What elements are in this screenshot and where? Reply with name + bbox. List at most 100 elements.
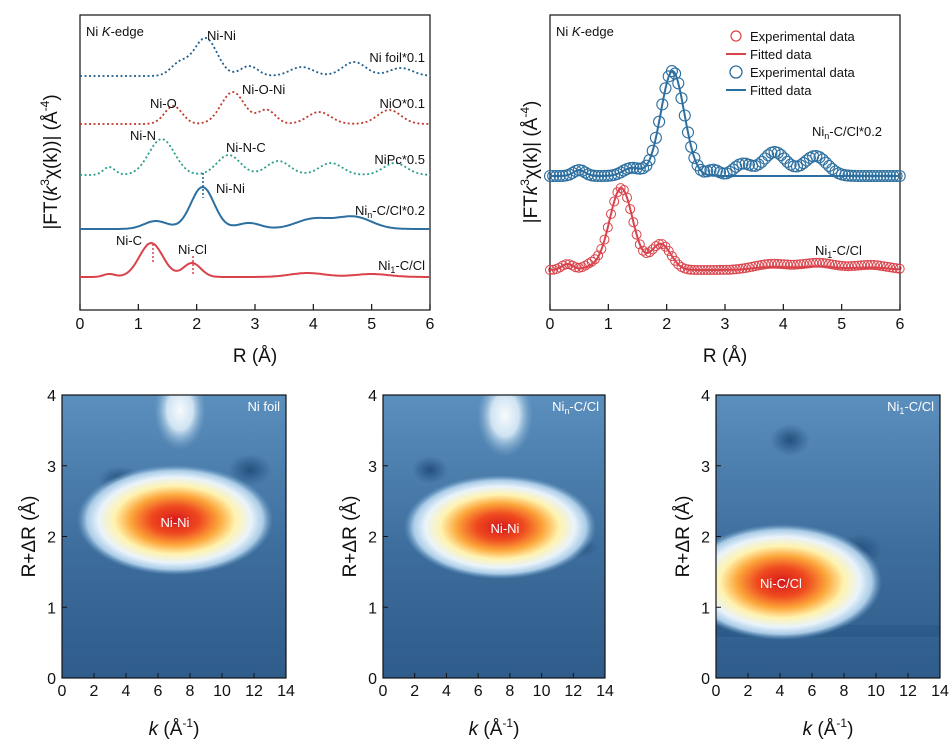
panel-d-xlabel: k (Å-1) bbox=[469, 716, 520, 740]
peak-label-ni-o: Ni-O bbox=[150, 96, 177, 111]
exp-point-ni1 bbox=[827, 259, 838, 270]
panel-e-ytick-label: 0 bbox=[701, 671, 710, 688]
exp-point-ni1 bbox=[894, 263, 905, 274]
panel-d-xtick-label: 0 bbox=[379, 683, 388, 700]
heatmap-c-plume bbox=[154, 395, 206, 450]
panel-a-xtick-label: 1 bbox=[134, 316, 143, 333]
exp-point-nin bbox=[688, 151, 701, 164]
exp-point-ni1 bbox=[602, 222, 613, 233]
exp-point-nin bbox=[874, 169, 887, 183]
exp-point-nin bbox=[656, 98, 669, 111]
panel-c-ytick-label: 1 bbox=[47, 600, 56, 617]
exp-point-nin bbox=[848, 169, 861, 182]
exp-point-nin bbox=[659, 82, 672, 95]
panel-b-xtick-label: 2 bbox=[662, 316, 671, 333]
panel-d-xtick-label: 14 bbox=[596, 683, 614, 700]
legend-marker-exp-red bbox=[730, 30, 742, 42]
exp-point-nin bbox=[576, 164, 589, 177]
exp-point-ni1 bbox=[856, 260, 867, 271]
panel-b-xtick-label: 1 bbox=[604, 316, 613, 333]
exp-point-ni1 bbox=[711, 265, 722, 275]
exp-point-nin bbox=[547, 169, 560, 183]
panel-b-xtick-label: 0 bbox=[546, 316, 555, 333]
panel-b-xtick-label: 4 bbox=[779, 316, 788, 333]
exp-point-ni1 bbox=[663, 246, 674, 256]
exp-point-ni1 bbox=[833, 260, 844, 271]
panel-c-xtick-label: 2 bbox=[90, 683, 99, 700]
exp-point-ni1 bbox=[881, 261, 892, 272]
exp-point-ni1 bbox=[869, 260, 879, 270]
panel-c-ytick-label: 3 bbox=[47, 459, 56, 476]
exp-point-ni1 bbox=[570, 262, 581, 273]
exp-point-ni1 bbox=[708, 265, 719, 275]
panel-d-ytick-label: 3 bbox=[368, 459, 377, 476]
exp-point-nin bbox=[851, 169, 865, 183]
exp-point-nin bbox=[646, 144, 659, 157]
exp-point-nin bbox=[592, 169, 605, 183]
legend-marker-exp-blue bbox=[729, 65, 743, 79]
exp-point-nin bbox=[543, 169, 557, 183]
exp-point-ni1 bbox=[753, 260, 764, 271]
curve-nipc-0-5 bbox=[80, 138, 431, 176]
exp-point-ni1 bbox=[824, 258, 835, 269]
exp-point-ni1 bbox=[702, 265, 713, 275]
exp-point-ni1 bbox=[820, 258, 831, 269]
exp-point-ni1 bbox=[724, 264, 735, 275]
panel-d-xtick-label: 2 bbox=[410, 683, 419, 700]
heatmap-d-title: Nin-C/Cl bbox=[552, 399, 599, 416]
exp-point-ni1 bbox=[705, 265, 716, 275]
exp-point-ni1 bbox=[846, 261, 857, 272]
peak-label-ni-c: Ni-C bbox=[116, 233, 142, 248]
exp-point-ni1 bbox=[750, 261, 761, 272]
exp-point-ni1 bbox=[689, 264, 700, 275]
exp-point-nin bbox=[880, 169, 893, 183]
exp-point-ni1 bbox=[804, 258, 815, 269]
panel-a-xlabel: R (Å) bbox=[233, 346, 277, 367]
panel-d-ytick-label: 1 bbox=[368, 600, 377, 617]
heatmap-d-plume bbox=[477, 395, 533, 457]
panel-d-ytick-label: 2 bbox=[368, 530, 377, 547]
exp-point-ni1 bbox=[782, 259, 793, 270]
exp-point-nin bbox=[858, 169, 871, 183]
exp-point-ni1 bbox=[654, 239, 665, 249]
heatmap-d-hotspot-label: Ni-Ni bbox=[491, 521, 520, 536]
exp-point-ni1 bbox=[859, 260, 870, 271]
exp-point-nin bbox=[816, 153, 829, 166]
exp-point-nin bbox=[598, 169, 611, 182]
heatmap-e-hotspot-label: Ni-C/Cl bbox=[760, 576, 802, 591]
exp-point-nin bbox=[758, 152, 772, 165]
exp-point-nin bbox=[566, 166, 579, 179]
series-label-ni1: Ni1-C/Cl bbox=[378, 258, 425, 275]
exp-point-nin bbox=[762, 149, 775, 162]
panel-e-xtick-label: 4 bbox=[776, 683, 785, 700]
exp-point-ni1 bbox=[788, 259, 799, 270]
exp-point-ni1 bbox=[779, 259, 790, 270]
panel-a-xtick-label: 4 bbox=[309, 316, 318, 333]
panel-d-ytick-label: 4 bbox=[368, 388, 377, 405]
exp-point-nin bbox=[681, 126, 695, 139]
exp-point-nin bbox=[819, 156, 832, 169]
exp-point-ni1 bbox=[593, 250, 604, 261]
panel-e-ytick-label: 1 bbox=[701, 600, 710, 617]
panel-a-xtick-label: 5 bbox=[367, 316, 376, 333]
exp-point-ni1 bbox=[811, 257, 822, 268]
panel-c-xlabel: k (Å-1) bbox=[149, 716, 200, 740]
exp-point-nin bbox=[867, 169, 881, 183]
panel-a-xtick-label: 2 bbox=[192, 316, 201, 333]
exp-point-nin bbox=[864, 169, 877, 183]
exp-point-ni1 bbox=[808, 257, 819, 268]
panel-c-xtick-label: 4 bbox=[122, 683, 131, 700]
exp-point-ni1 bbox=[830, 260, 841, 270]
exp-point-ni1 bbox=[718, 264, 729, 275]
exp-point-ni1 bbox=[554, 262, 565, 273]
exp-point-nin bbox=[685, 140, 698, 153]
exp-point-nin bbox=[595, 169, 608, 183]
panel-e-xtick-label: 6 bbox=[808, 683, 817, 700]
peak-label-ni-n-c: Ni-N-C bbox=[226, 140, 266, 155]
exp-point-ni1 bbox=[625, 204, 636, 215]
exp-point-nin bbox=[653, 115, 666, 128]
exp-point-nin bbox=[588, 169, 601, 182]
panel-b-xtick-label: 5 bbox=[837, 316, 846, 333]
series-label-ni-foil: Ni foil*0.1 bbox=[369, 50, 425, 65]
